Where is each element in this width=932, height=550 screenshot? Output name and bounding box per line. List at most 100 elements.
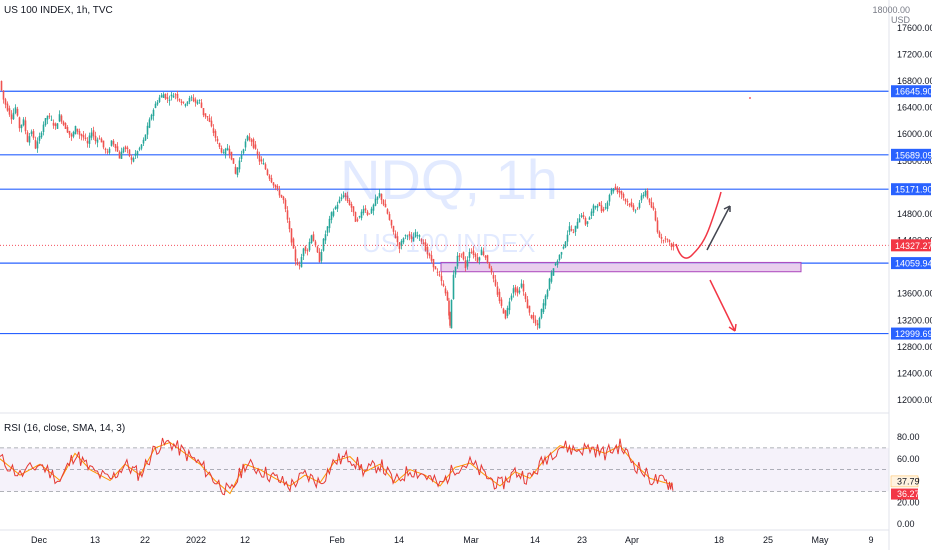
stray-mark [749, 97, 751, 99]
candle-body [662, 240, 665, 242]
currency-unit: USD [890, 15, 910, 25]
bearish-arrow[interactable] [709, 279, 736, 332]
level-price-tag [891, 148, 931, 161]
candle-body [74, 126, 77, 135]
candle-body [362, 209, 365, 214]
candle-body [78, 131, 81, 135]
symbol-watermark: NDQ, 1h [340, 148, 558, 211]
candle-body [340, 197, 343, 200]
candle-body [588, 217, 591, 220]
candle-body [432, 259, 435, 268]
candle-body [518, 290, 521, 293]
candle-body [412, 237, 415, 242]
annotation-layer [675, 97, 751, 332]
candle-body [180, 101, 183, 103]
candle-body [192, 97, 195, 101]
candle-body [358, 216, 361, 218]
last-price-tag [891, 239, 931, 252]
candle-body [48, 115, 51, 117]
candle-body [449, 311, 451, 326]
candle-body [498, 291, 501, 301]
candle-body [84, 137, 87, 139]
candle-body [500, 299, 503, 306]
candle-body [206, 116, 209, 118]
bearish-arrowhead [728, 323, 737, 332]
candle-body [516, 288, 519, 294]
candle-body [598, 202, 601, 207]
time-tick-label: 25 [763, 535, 773, 545]
candle-body [318, 251, 321, 263]
candle-body [664, 238, 667, 240]
candle-body [458, 255, 461, 258]
candle-body [346, 195, 349, 202]
candle-body [36, 141, 39, 149]
candle-body [118, 152, 121, 159]
candle-body [268, 175, 271, 179]
candle-body [528, 305, 531, 313]
candle-body [502, 308, 505, 314]
bullish-arrow[interactable] [706, 205, 731, 251]
candle-body [640, 195, 643, 201]
candle-body [600, 205, 603, 212]
time-tick-label: 12 [240, 535, 250, 545]
candle-body [534, 319, 537, 324]
candle-body [410, 235, 413, 239]
candle-body [130, 157, 133, 160]
candle-body [630, 202, 633, 207]
candle-body [504, 310, 507, 319]
candle-body [116, 146, 119, 152]
candle-body [280, 194, 283, 198]
candle-body [388, 214, 391, 220]
candle-body [624, 198, 627, 202]
candle-body [536, 323, 539, 326]
candle-body [266, 169, 269, 176]
candle-body [594, 206, 597, 208]
candle-body [634, 210, 637, 212]
rsi-indicator-label[interactable]: RSI (16, close, SMA, 14, 3) [4, 423, 126, 434]
level-price-tag [891, 327, 931, 340]
candle-body [452, 274, 455, 300]
candle-body [560, 252, 563, 255]
candle-body [544, 295, 547, 306]
chart-title[interactable]: US 100 INDEX, 1h, TVC [4, 5, 113, 16]
candle-body [420, 238, 423, 242]
candle-body [434, 266, 437, 270]
demand-zone[interactable] [440, 261, 802, 273]
price-tick-label: 13600.00 [897, 289, 932, 299]
candle-body [398, 242, 401, 249]
candle-body [350, 203, 353, 208]
level-price-label: 15171.90 [895, 185, 932, 195]
candle-body [576, 221, 579, 229]
candle-body [660, 237, 663, 239]
candle-body [164, 93, 167, 99]
candle-body [344, 193, 347, 198]
candle-body [238, 160, 241, 170]
candle-body [400, 240, 403, 246]
candle-body [672, 244, 675, 247]
candle-body [234, 166, 237, 174]
time-tick-label: 23 [577, 535, 587, 545]
candle-body [288, 220, 291, 230]
candle-body [552, 268, 555, 276]
candle-body [512, 288, 515, 294]
candle-body [182, 101, 185, 103]
projection-curve[interactable] [675, 191, 722, 259]
candle-body [252, 139, 255, 148]
candle-body [618, 190, 621, 193]
time-axis[interactable]: Dec 13 22 2022 12 Feb 14 Mar 14 23 Apr 18 25 May 9 [31, 535, 874, 545]
candle-body [316, 246, 319, 253]
candle-body [604, 207, 607, 209]
candle-body [436, 271, 439, 273]
candle-body [510, 295, 513, 300]
candle-body [580, 215, 583, 217]
price-tick-label: 12000.00 [897, 395, 932, 405]
rsi-pane [0, 437, 889, 496]
candle-body [304, 246, 307, 251]
candle-body [306, 250, 309, 252]
rsi-tick-label: 60.00 [897, 454, 920, 464]
candle-body [532, 314, 535, 320]
candle-body [0, 81, 3, 91]
candle-body [298, 265, 301, 267]
